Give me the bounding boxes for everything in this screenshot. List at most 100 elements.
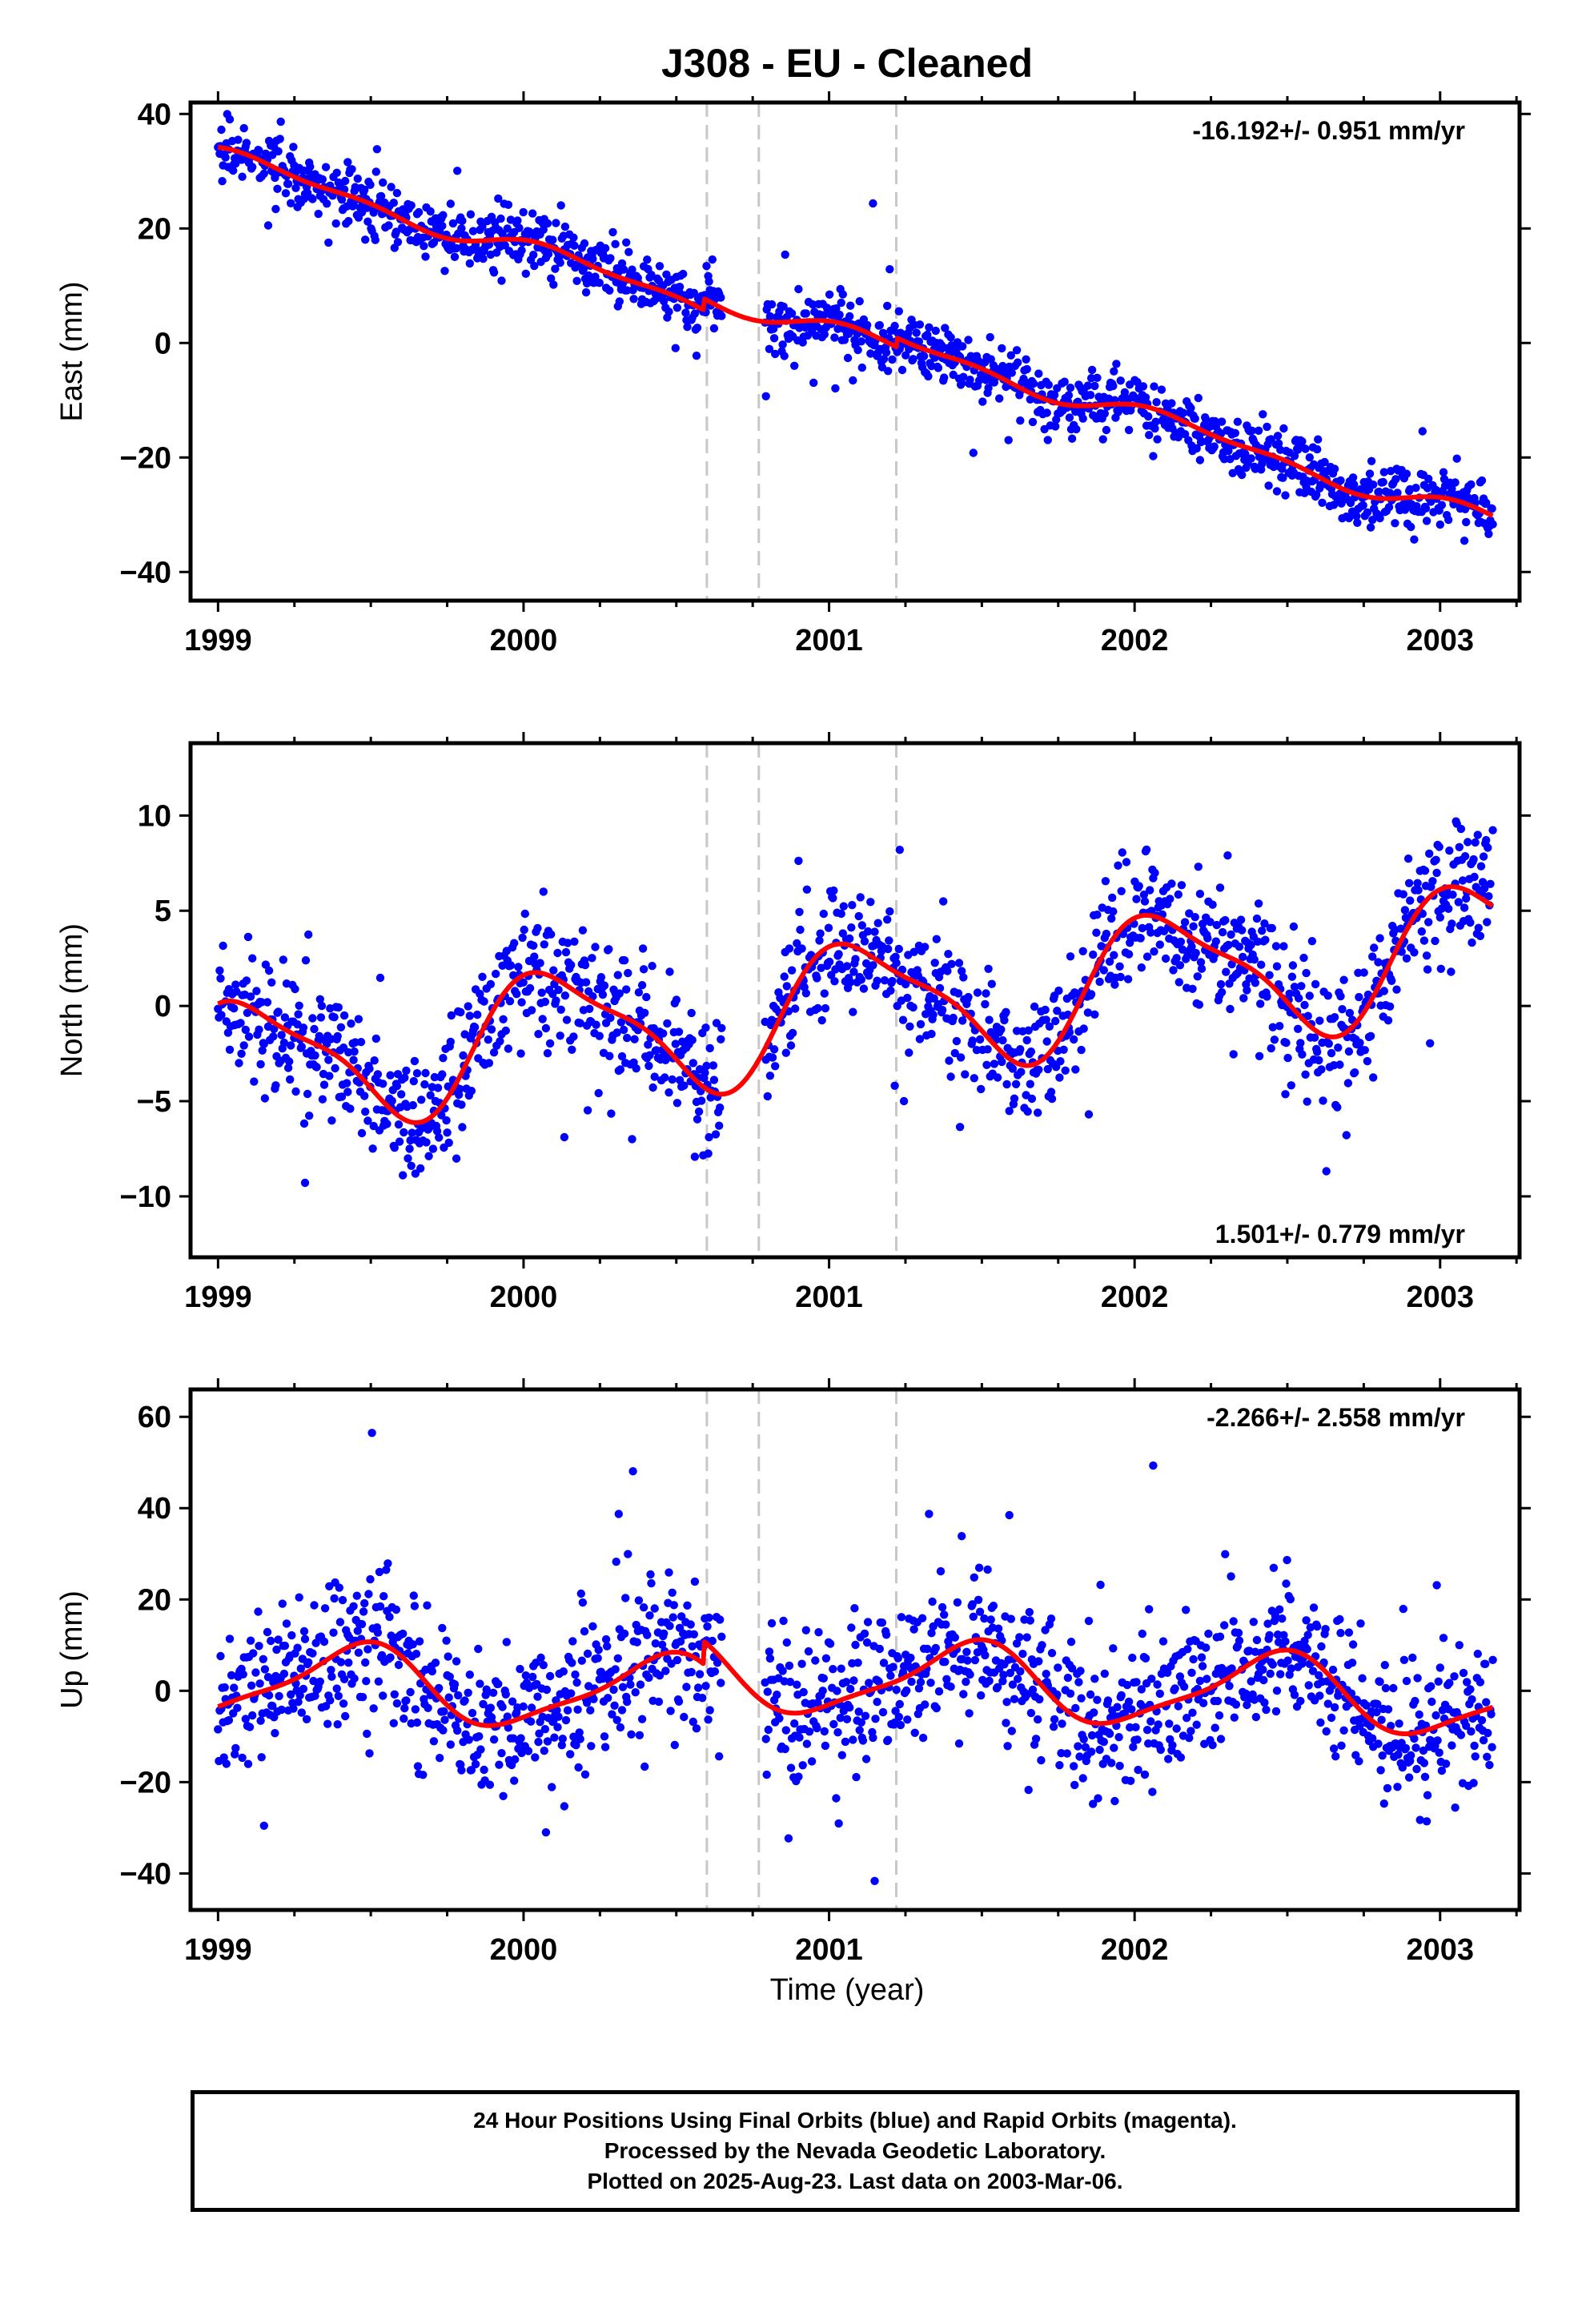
data-point [820,1727,829,1736]
data-point [909,1625,918,1634]
data-point [408,1128,416,1137]
data-point [1182,1606,1191,1614]
data-point [1011,1080,1021,1089]
data-point [855,1726,864,1735]
data-point [856,893,865,902]
data-point [222,1759,231,1768]
data-point [894,307,904,316]
data-point [647,1578,656,1588]
data-point [1375,513,1384,523]
data-point [1412,1764,1421,1774]
data-point [704,1715,713,1724]
data-point [259,169,268,178]
data-point [881,1630,891,1639]
data-point [438,1070,447,1079]
y-tick-label: 60 [138,1401,171,1434]
data-point [1342,1131,1351,1140]
data-point [784,1834,793,1843]
data-point [705,1613,713,1622]
data-point [1153,1680,1162,1689]
data-point [611,1665,620,1674]
data-point [870,927,879,936]
data-point [366,1574,375,1584]
data-point [765,1654,775,1663]
data-point [255,1642,263,1651]
data-point [1188,1708,1197,1717]
data-point [1041,1005,1050,1015]
data-point [299,1684,308,1694]
data-point [818,1687,827,1695]
data-point [894,944,904,954]
data-point [371,235,379,244]
data-point [541,1827,551,1837]
data-point [303,1089,312,1099]
data-point [665,1568,673,1577]
data-point [1460,537,1469,545]
data-point [983,1045,992,1054]
data-point [623,1697,632,1707]
data-point [1303,1011,1312,1020]
data-point [400,1128,408,1137]
data-point [1422,1817,1431,1826]
data-point [1403,854,1413,863]
data-point [1276,1670,1285,1679]
data-point [1447,1741,1456,1750]
data-point [813,1003,822,1013]
data-point [710,1667,720,1676]
data-point [617,1706,627,1715]
data-point [1247,454,1255,463]
data-point [1070,1762,1078,1771]
data-point [860,937,869,946]
data-point [1335,1614,1344,1624]
data-point [801,309,810,318]
data-point [1459,1668,1468,1678]
y-tick-label: 40 [138,1492,171,1526]
data-point [1144,412,1153,421]
data-point [465,259,474,268]
data-point [259,1655,267,1663]
data-point [350,1047,359,1056]
data-point [554,985,563,995]
data-point [1077,1045,1086,1055]
data-point [568,1045,576,1055]
data-point [437,1111,446,1120]
data-point [1153,435,1162,444]
data-point [492,969,500,979]
data-point [1127,1705,1136,1714]
data-point [819,909,828,919]
data-point [1282,1579,1291,1588]
data-point [1028,1685,1038,1695]
data-point [1358,1674,1367,1683]
up-frame [188,1387,1522,1912]
data-point [245,1723,255,1731]
data-point [659,1029,668,1038]
data-point [452,1154,461,1163]
data-point [1436,964,1446,974]
data-point [1166,895,1174,903]
data-point [1283,1656,1292,1665]
data-point [333,1720,342,1729]
data-point [363,1729,371,1739]
data-point [1363,508,1372,517]
x-tick-label: 2001 [795,624,863,657]
data-point [886,986,895,995]
data-point [785,1661,794,1671]
data-point [874,1677,883,1687]
data-point [1099,1737,1109,1747]
data-point [869,961,877,970]
data-point [1072,424,1081,434]
data-point [1323,991,1333,1000]
data-point [1115,962,1124,971]
data-point [453,1726,462,1735]
data-point [569,233,578,242]
data-point [799,1687,808,1697]
data-point [946,1072,955,1081]
data-point [761,392,770,400]
data-point [1466,918,1475,927]
data-point [238,1753,247,1763]
data-point [1485,1760,1494,1770]
data-point [1330,1013,1339,1022]
data-point [1254,426,1263,435]
data-point [606,1013,615,1023]
data-point [375,1602,385,1611]
